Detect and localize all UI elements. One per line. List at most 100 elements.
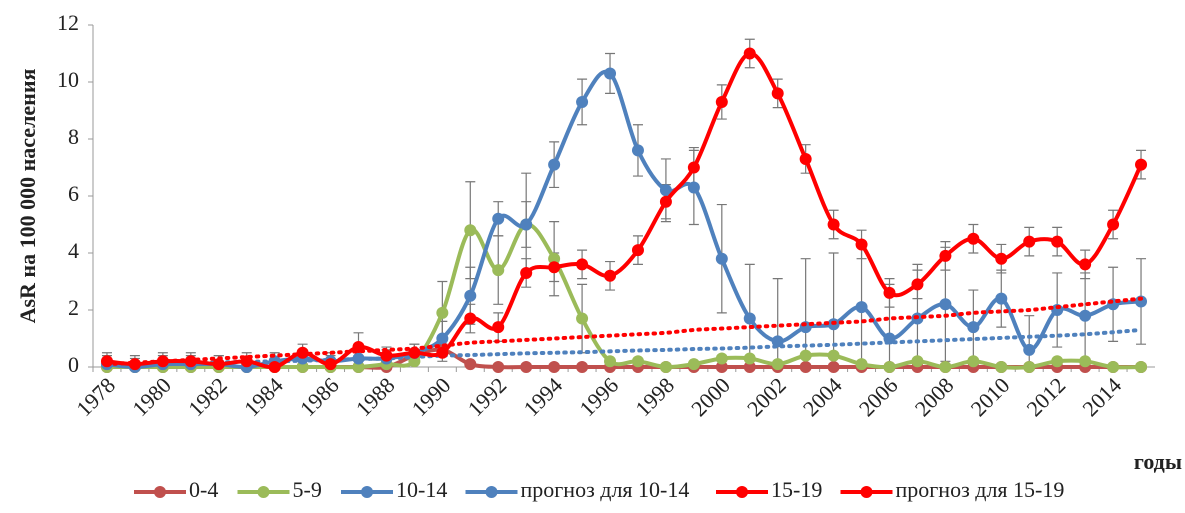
data-point [352,361,365,373]
data-point [1135,361,1148,373]
data-point [408,355,421,368]
x-axis-label: годы [1134,449,1182,474]
data-point [268,361,281,373]
legend-label: 5-9 [293,477,322,502]
legend-marker [485,486,498,498]
data-point [520,266,533,279]
x-tick-label: 1978 [71,372,120,421]
data-point [548,361,561,373]
data-point [576,95,589,108]
data-point [1051,355,1064,368]
data-point [492,264,505,277]
data-point [604,67,617,80]
data-point [687,181,700,194]
data-point [967,232,980,245]
x-tick-label: 2014 [1077,372,1126,421]
y-tick-label: 2 [68,295,79,320]
data-point [1135,158,1148,171]
legend-marker [154,486,166,498]
data-point [604,355,617,368]
data-point [771,358,784,371]
data-point [799,349,812,362]
legend-label: 10-14 [396,477,447,502]
data-point [436,306,449,319]
data-point [799,152,812,165]
series-line [104,51,1144,370]
data-point [715,352,728,365]
data-point [492,361,505,373]
data-point [995,252,1008,265]
x-tick-label: 1990 [407,372,456,421]
data-point [743,47,756,60]
data-point [827,361,840,373]
trend-line [104,296,1144,367]
trend-line [104,327,1144,367]
data-point [380,349,393,362]
data-point [771,87,784,100]
data-point [324,358,337,371]
data-point [659,361,672,373]
error-bar [772,278,783,368]
data-point [548,261,561,274]
x-tick-label: 1980 [127,372,176,421]
x-tick-label: 2000 [686,372,735,421]
x-tick-label: 1982 [183,372,232,421]
data-point [939,249,952,262]
x-tick-label: 1986 [295,372,344,421]
data-point [659,195,672,208]
data-point [715,361,728,373]
data-point [212,358,225,371]
data-point [492,212,505,225]
data-point [659,184,672,197]
data-point [436,346,449,359]
data-point [1079,258,1092,271]
data-point [548,158,561,171]
data-point [631,355,644,368]
data-point [1107,361,1120,373]
data-point [464,312,477,325]
data-point [855,358,868,371]
legend-label: 15-19 [771,477,822,502]
data-point [604,269,617,282]
data-point [1023,235,1036,248]
data-point [799,361,812,373]
x-tick-label: 1988 [351,372,400,421]
legend-marker [736,486,748,498]
x-tick-label: 2006 [854,372,903,421]
y-tick-label: 8 [68,124,79,149]
data-point [1079,355,1092,368]
x-tick-label: 2012 [1021,372,1070,421]
data-point [967,355,980,368]
x-tick-label: 2008 [910,372,959,421]
error-bar [1024,315,1035,368]
data-point [687,161,700,174]
legend-marker [257,486,270,498]
data-point [464,289,477,302]
legend-label: 0-4 [189,477,218,502]
series-line [104,69,1144,370]
x-tick-label: 2010 [966,372,1015,421]
data-point [855,238,868,251]
data-point [576,312,589,325]
x-tick-label: 1996 [574,372,623,421]
data-point [1107,218,1120,231]
data-point [827,218,840,231]
data-point [576,361,589,373]
data-point [1023,361,1036,373]
y-tick-label: 12 [57,10,79,35]
legend-label: прогноз для 10-14 [521,477,690,502]
data-point [771,335,784,348]
x-tick-label: 1992 [463,372,512,421]
data-point [995,361,1008,373]
data-point [939,361,952,373]
data-point [464,358,477,371]
y-tick-label: 4 [68,238,79,263]
data-point [911,278,924,291]
data-point [687,358,700,371]
data-point [296,361,309,373]
x-tick-label: 1984 [239,372,288,421]
data-point [576,258,589,271]
data-point [911,355,924,368]
data-point [492,321,505,334]
